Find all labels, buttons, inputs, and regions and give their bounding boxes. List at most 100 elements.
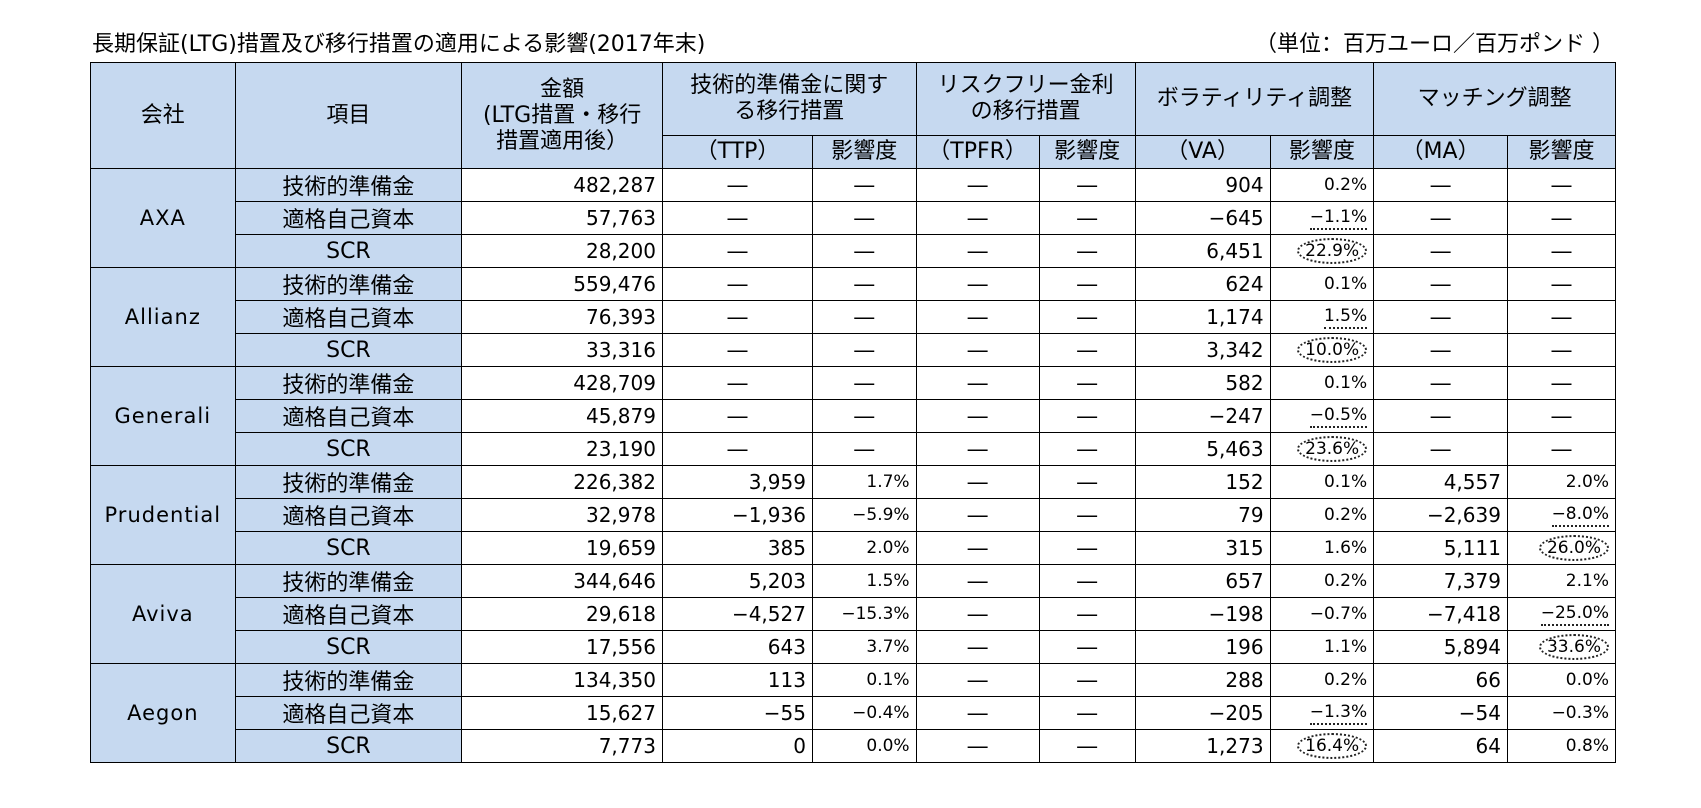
ttp-pct-cell: ― xyxy=(811,333,917,367)
va-pct-cell: 22.9% xyxy=(1269,234,1375,268)
tpfr-pct-cell: ― xyxy=(1038,531,1136,565)
company-cell: Prudential xyxy=(90,465,236,565)
ma-cell: 66 xyxy=(1373,663,1508,697)
va-pct-cell: 10.0% xyxy=(1269,333,1375,367)
tpfr-cell: ― xyxy=(915,267,1040,301)
tpfr-cell: ― xyxy=(915,531,1040,565)
ttp-cell: 0 xyxy=(661,729,813,763)
ma-pct-cell: ― xyxy=(1506,267,1617,301)
va-cell: 1,174 xyxy=(1134,300,1271,334)
ma-cell: ― xyxy=(1373,366,1508,400)
ltg-impact-table: 会社 項目 金額 (LTG措置・移行 措置適用後） 技術的準備金に関す る移行措… xyxy=(90,62,1617,763)
ma-pct-cell: 0.0% xyxy=(1506,663,1617,697)
tpfr-cell: ― xyxy=(915,696,1040,730)
va-cell: −645 xyxy=(1134,201,1271,235)
table-title: 長期保証(LTG)措置及び移行措置の適用による影響(2017年末) xyxy=(92,32,706,57)
header-va: （VA） xyxy=(1134,135,1271,169)
va-pct-cell: 0.2% xyxy=(1269,564,1375,598)
amount-cell: 28,200 xyxy=(461,234,663,268)
va-pct-cell: −0.7% xyxy=(1269,597,1375,631)
circled-value: 26.0% xyxy=(1538,535,1609,561)
tpfr-cell: ― xyxy=(915,333,1040,367)
va-pct-cell: 1.6% xyxy=(1269,531,1375,565)
ma-pct-cell: ― xyxy=(1506,201,1617,235)
table-row: SCR 23,190 ― ― ― ― 5,463 23.6% ― ― xyxy=(91,432,1617,466)
amount-cell: 19,659 xyxy=(461,531,663,565)
tpfr-pct-cell: ― xyxy=(1038,498,1136,532)
ttp-cell: −4,527 xyxy=(661,597,813,631)
ma-pct-cell: ― xyxy=(1506,399,1617,433)
tpfr-cell: ― xyxy=(915,399,1040,433)
ma-cell: ― xyxy=(1373,333,1508,367)
ttp-pct-cell: 2.0% xyxy=(811,531,917,565)
table-row: 適格自己資本 45,879 ― ― ― ― −247 −0.5% ― ― xyxy=(91,399,1617,433)
ma-pct-cell: ― xyxy=(1506,300,1617,334)
ttp-cell: ― xyxy=(661,333,813,367)
table-row: SCR 19,659 385 2.0% ― ― 315 1.6% 5,111 26.0% xyxy=(91,531,1617,565)
company-cell: AXA xyxy=(90,168,236,268)
item-cell: 技術的準備金 xyxy=(234,168,463,202)
circled-value: 23.6% xyxy=(1297,436,1368,462)
item-cell: SCR xyxy=(234,630,463,664)
ma-cell: ― xyxy=(1373,300,1508,334)
tpfr-cell: ― xyxy=(915,564,1040,598)
table-row: 適格自己資本 76,393 ― ― ― ― 1,174 1.5% ― ― xyxy=(91,300,1617,334)
circled-value: 10.0% xyxy=(1297,337,1368,363)
circled-value: 22.9% xyxy=(1297,238,1368,264)
ma-pct-cell: −25.0% xyxy=(1506,597,1617,631)
ma-cell: 5,894 xyxy=(1373,630,1508,664)
item-cell: SCR xyxy=(234,333,463,367)
header-tpfr-impact: 影響度 xyxy=(1038,135,1136,169)
ttp-cell: ― xyxy=(661,267,813,301)
circled-value: 16.4% xyxy=(1297,733,1368,759)
amount-cell: 559,476 xyxy=(461,267,663,301)
ma-cell: ― xyxy=(1373,201,1508,235)
va-cell: −198 xyxy=(1134,597,1271,631)
amount-cell: 76,393 xyxy=(461,300,663,334)
tpfr-cell: ― xyxy=(915,597,1040,631)
va-cell: 624 xyxy=(1134,267,1271,301)
tpfr-cell: ― xyxy=(915,663,1040,697)
ttp-pct-cell: 1.5% xyxy=(811,564,917,598)
header-ma: （MA） xyxy=(1373,135,1508,169)
header-tpfr: （TPFR） xyxy=(915,135,1040,169)
ttp-pct-cell: ― xyxy=(811,201,917,235)
tpfr-pct-cell: ― xyxy=(1038,366,1136,400)
ma-pct-cell: ― xyxy=(1506,234,1617,268)
amount-cell: 32,978 xyxy=(461,498,663,532)
header-ma-impact: 影響度 xyxy=(1506,135,1617,169)
header-ttp-impact: 影響度 xyxy=(811,135,917,169)
tpfr-cell: ― xyxy=(915,630,1040,664)
ma-cell: −7,418 xyxy=(1373,597,1508,631)
amount-cell: 428,709 xyxy=(461,366,663,400)
va-pct-cell: 1.1% xyxy=(1269,630,1375,664)
va-pct-cell: 0.2% xyxy=(1269,663,1375,697)
ma-cell: −2,639 xyxy=(1373,498,1508,532)
table-row: Aegon 技術的準備金 134,350 113 0.1% ― ― 288 0.2% 66 0.0% xyxy=(90,663,1617,763)
underlined-value: 1.5% xyxy=(1323,305,1368,329)
ma-pct-cell: 2.0% xyxy=(1506,465,1617,499)
ma-cell: ― xyxy=(1373,234,1508,268)
ttp-cell: 643 xyxy=(661,630,813,664)
ttp-cell: ― xyxy=(661,432,813,466)
table-row: SCR 17,556 643 3.7% ― ― 196 1.1% 5,894 33.6% xyxy=(91,630,1617,664)
ttp-cell: 5,203 xyxy=(661,564,813,598)
ttp-cell: −55 xyxy=(661,696,813,730)
circled-value: 33.6% xyxy=(1538,634,1609,660)
header-va-group: ボラティリティ調整 xyxy=(1134,62,1375,136)
ttp-pct-cell: 0.1% xyxy=(811,663,917,697)
header-ttp-line1: 技術的準備金に関す xyxy=(690,73,889,98)
company-cell: Aviva xyxy=(90,564,236,664)
va-cell: 3,342 xyxy=(1134,333,1271,367)
ttp-cell: 113 xyxy=(661,663,813,697)
tpfr-pct-cell: ― xyxy=(1038,432,1136,466)
amount-cell: 7,773 xyxy=(461,729,663,763)
header-amount-line1: 金額 xyxy=(540,76,585,102)
ma-cell: ― xyxy=(1373,168,1508,202)
header-tpfr-line1: リスクフリー金利 xyxy=(937,73,1114,98)
tpfr-pct-cell: ― xyxy=(1038,201,1136,235)
tpfr-cell: ― xyxy=(915,168,1040,202)
ma-cell: ― xyxy=(1373,267,1508,301)
header-tpfr-line2: の移行措置 xyxy=(970,99,1081,124)
underlined-value: −1.1% xyxy=(1309,206,1368,230)
